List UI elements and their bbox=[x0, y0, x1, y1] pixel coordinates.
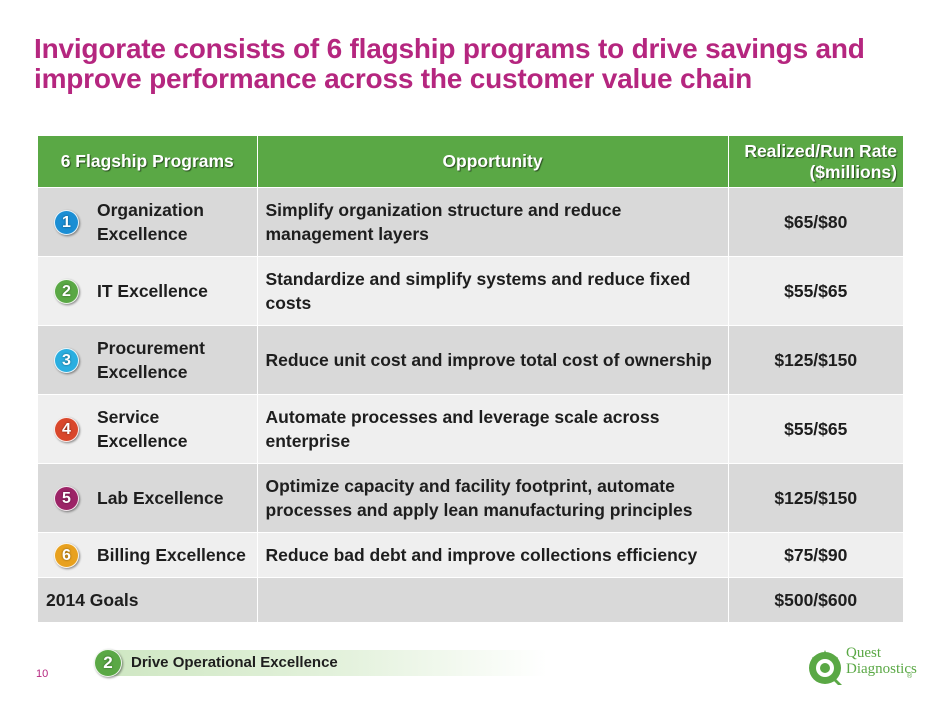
value-cell: $75/$90 bbox=[728, 532, 903, 578]
program-cell: 6 Billing Excellence bbox=[38, 532, 258, 578]
program-name: Procurement Excellence bbox=[97, 338, 205, 382]
page-title-line-1: Invigorate consists of 6 flagship progra… bbox=[34, 33, 865, 64]
header-programs: 6 Flagship Programs bbox=[38, 136, 258, 188]
number-badge-4: 4 bbox=[54, 416, 79, 442]
number-badge-5: 5 bbox=[54, 485, 79, 511]
total-row: 2014 Goals $500/$600 bbox=[38, 577, 903, 622]
logo-line-1: Quest bbox=[846, 645, 881, 661]
program-name: IT Excellence bbox=[97, 281, 208, 301]
table-header-row: 6 Flagship Programs Opportunity Realized… bbox=[38, 136, 903, 188]
total-label: 2014 Goals bbox=[38, 577, 258, 622]
program-cell: 4 Service Excellence bbox=[38, 394, 258, 464]
quest-diagnostics-logo: Quest Diagnostics ® bbox=[806, 645, 917, 687]
program-name: Organization Excellence bbox=[97, 200, 204, 244]
program-cell: 3 Procurement Excellence bbox=[38, 325, 258, 395]
value-cell: $125/$150 bbox=[728, 463, 903, 533]
program-cell: 1 Organization Excellence bbox=[38, 187, 258, 257]
value-cell: $65/$80 bbox=[728, 187, 903, 257]
program-cell: 5 Lab Excellence bbox=[38, 463, 258, 533]
table-row: 6 Billing Excellence Reduce bad debt and… bbox=[38, 532, 903, 578]
opportunity-cell: Automate processes and leverage scale ac… bbox=[257, 394, 729, 464]
value-cell: $125/$150 bbox=[728, 325, 903, 395]
table-row: 4 Service Excellence Automate processes … bbox=[38, 394, 903, 464]
program-cell: 2 IT Excellence bbox=[38, 256, 258, 326]
program-name: Lab Excellence bbox=[97, 488, 224, 508]
header-realized-run-rate: Realized/Run Rate ($millions) bbox=[728, 136, 903, 188]
logo-line-2: Diagnostics bbox=[846, 661, 917, 677]
page-number: 10 bbox=[36, 668, 49, 680]
table-row: 2 IT Excellence Standardize and simplify… bbox=[38, 256, 903, 326]
opportunity-cell: Reduce bad debt and improve collections … bbox=[257, 532, 729, 578]
opportunity-cell: Standardize and simplify systems and red… bbox=[257, 256, 729, 326]
total-value: $500/$600 bbox=[728, 577, 903, 622]
value-cell: $55/$65 bbox=[728, 394, 903, 464]
table-row: 3 Procurement Excellence Reduce unit cos… bbox=[38, 325, 903, 395]
program-name: Service Excellence bbox=[97, 407, 188, 451]
page-title: Invigorate consists of 6 flagship progra… bbox=[34, 34, 914, 94]
number-badge-2: 2 bbox=[54, 278, 79, 304]
total-empty-cell bbox=[257, 577, 729, 622]
value-cell: $55/$65 bbox=[728, 256, 903, 326]
number-badge-6: 6 bbox=[54, 542, 79, 568]
number-badge-1: 1 bbox=[54, 209, 79, 235]
opportunity-cell: Optimize capacity and facility footprint… bbox=[257, 463, 729, 533]
table-row: 1 Organization Excellence Simplify organ… bbox=[38, 187, 903, 257]
number-badge-3: 3 bbox=[54, 347, 79, 373]
opportunity-cell: Simplify organization structure and redu… bbox=[257, 187, 729, 257]
header-opportunity: Opportunity bbox=[257, 136, 729, 188]
table-row: 5 Lab Excellence Optimize capacity and f… bbox=[38, 463, 903, 533]
quest-logo-mark-icon bbox=[809, 650, 842, 685]
footer-number-badge: 2 bbox=[94, 649, 122, 677]
logo-wordmark: Quest Diagnostics bbox=[846, 645, 917, 677]
footer-band bbox=[107, 650, 547, 676]
page-title-line-2: improve performance across the customer … bbox=[34, 63, 753, 94]
footer-section-label: Drive Operational Excellence bbox=[131, 654, 338, 671]
opportunity-cell: Reduce unit cost and improve total cost … bbox=[257, 325, 729, 395]
program-name: Billing Excellence bbox=[97, 545, 246, 565]
registered-mark: ® bbox=[907, 673, 913, 680]
flagship-programs-table: 6 Flagship Programs Opportunity Realized… bbox=[38, 136, 903, 622]
